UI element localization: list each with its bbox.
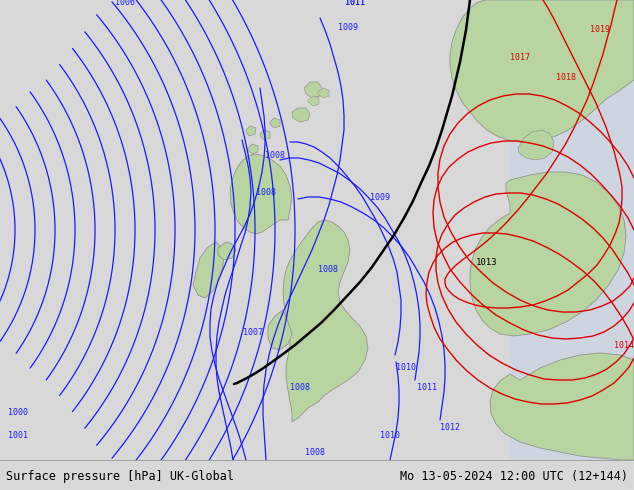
Text: 1006: 1006	[115, 0, 135, 7]
Text: 1010: 1010	[380, 431, 400, 440]
Text: 1011: 1011	[345, 0, 365, 7]
Text: Surface pressure [hPa] UK-Global: Surface pressure [hPa] UK-Global	[6, 470, 235, 483]
Text: 1000: 1000	[8, 408, 28, 417]
Polygon shape	[308, 96, 319, 106]
Text: 1018: 1018	[556, 73, 576, 82]
Polygon shape	[470, 172, 626, 336]
Polygon shape	[268, 310, 292, 350]
Text: 1001: 1001	[8, 431, 28, 440]
Text: 1008: 1008	[290, 383, 310, 392]
Polygon shape	[248, 144, 258, 154]
Polygon shape	[490, 353, 634, 460]
Polygon shape	[270, 118, 280, 128]
Text: 1008: 1008	[265, 151, 285, 160]
Text: 1009: 1009	[338, 23, 358, 32]
Text: 1019: 1019	[590, 25, 610, 34]
Text: 1014: 1014	[614, 341, 634, 350]
Polygon shape	[292, 108, 310, 122]
Text: 1011: 1011	[345, 0, 365, 7]
Text: 1008: 1008	[305, 448, 325, 457]
Text: 1007: 1007	[243, 328, 263, 337]
Polygon shape	[246, 126, 256, 136]
Text: Mo 13-05-2024 12:00 UTC (12+144): Mo 13-05-2024 12:00 UTC (12+144)	[399, 470, 628, 483]
Polygon shape	[318, 88, 329, 98]
Text: 1012: 1012	[440, 423, 460, 432]
Text: 1009: 1009	[370, 193, 390, 202]
Polygon shape	[518, 130, 554, 160]
Polygon shape	[260, 130, 270, 140]
Text: 1010: 1010	[396, 363, 416, 372]
Text: 1013: 1013	[476, 258, 498, 267]
Polygon shape	[450, 0, 634, 142]
Polygon shape	[218, 242, 236, 260]
Text: 1008: 1008	[256, 188, 276, 197]
Polygon shape	[304, 82, 322, 98]
Polygon shape	[510, 0, 634, 460]
Polygon shape	[230, 154, 292, 234]
Text: 1017: 1017	[510, 53, 530, 62]
Polygon shape	[283, 220, 368, 422]
Text: 1011: 1011	[417, 383, 437, 392]
Polygon shape	[193, 242, 224, 298]
Text: 1008: 1008	[318, 265, 338, 274]
